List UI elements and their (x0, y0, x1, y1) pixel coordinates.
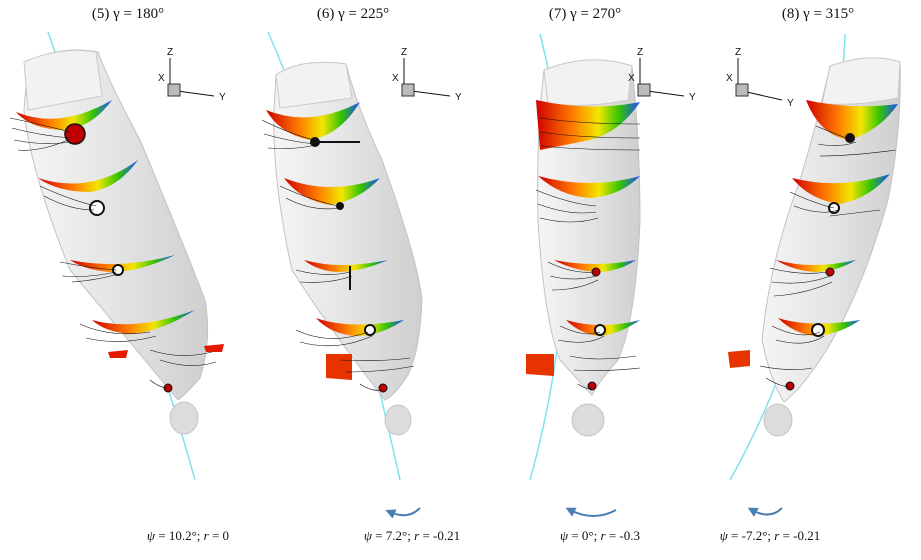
axis-y-5: Y (219, 92, 226, 103)
panel-6 (261, 31, 423, 519)
panel-8 (728, 33, 901, 517)
psi-value-6: = 7.2°; (371, 528, 415, 543)
r-symbol-8: r (774, 528, 780, 543)
r-value-8: = -0.21 (779, 528, 821, 543)
axis-y-8: Y (787, 98, 794, 109)
caption-6: ψ = 7.2°; r = -0.21 (364, 528, 460, 544)
caption-8: ψ = -7.2°; r = -0.21 (720, 528, 821, 544)
axis-z-8: Z (735, 47, 741, 58)
bulb-8 (763, 403, 793, 437)
vortex-slice-8a (806, 100, 898, 140)
psi-value-8: = -7.2°; (727, 528, 775, 543)
streamlines-5 (9, 117, 217, 389)
psi-symbol-7: ψ (560, 528, 569, 543)
panel-title-8: (8) γ = 315° (781, 6, 855, 22)
axes-triad-5 (167, 58, 215, 97)
axis-y-7: Y (689, 92, 696, 103)
hull-deck-6 (275, 61, 353, 109)
vortex-slice-8c (776, 260, 856, 272)
axes-triad-8 (735, 58, 783, 101)
vortex-slice-7b (538, 176, 640, 198)
axis-x-8: X (726, 73, 733, 84)
rotation-arrow-6 (385, 507, 421, 519)
hull-6 (273, 61, 423, 401)
vortex-slice-7e (526, 354, 554, 376)
panel-title-6: (6) γ = 225° (316, 6, 390, 22)
vortex-core-7d (594, 324, 606, 336)
vortex-slice-6b (284, 178, 380, 205)
bulb-6 (384, 404, 412, 436)
hull-deck-7 (543, 59, 633, 106)
vortex-core-6e (378, 383, 388, 393)
r-symbol-7: r (600, 528, 606, 543)
panel-title-7: (7) γ = 270° (548, 6, 622, 22)
vortex-core-5a (64, 123, 86, 145)
vortex-slice-5d (92, 310, 195, 334)
axis-z-6: Z (401, 47, 407, 58)
r-value-5: = 0 (208, 528, 230, 543)
psi-value-7: = 0°; (568, 528, 601, 543)
r-value-7: = -0.3 (605, 528, 640, 543)
vortex-core-6d (364, 324, 376, 336)
psi-symbol-8: ψ (719, 528, 728, 543)
bulb-7 (571, 403, 605, 437)
hull-deck-8 (821, 57, 901, 105)
vortex-slice-6c (304, 260, 388, 272)
streamlines-8 (759, 125, 897, 387)
axis-x-7: X (628, 73, 635, 84)
caption-5: ψ = 10.2°; r = 0 (147, 528, 229, 544)
vortex-core-8a (845, 133, 855, 143)
caption-7: ψ = 0°; r = -0.3 (560, 528, 640, 544)
axis-z-5: Z (167, 47, 173, 58)
psi-symbol-5: ψ (146, 528, 156, 543)
vortex-core-8d (811, 323, 825, 337)
axis-z-7: Z (637, 47, 643, 58)
r-symbol-6: r (414, 528, 420, 543)
hull-deck-5 (23, 49, 103, 111)
psi-symbol-6: ψ (363, 528, 372, 543)
vortex-slice-5a (16, 100, 112, 130)
panel-7 (526, 33, 641, 517)
rotation-arrow-7 (565, 507, 617, 517)
hull-8 (761, 57, 901, 403)
vortex-slice-6a (266, 102, 360, 140)
axis-x-6: X (392, 73, 399, 84)
axis-y-6: Y (455, 92, 462, 103)
rotation-arrow-8 (747, 507, 783, 517)
vortex-slice-5f (204, 344, 224, 352)
vortex-core-5b (89, 200, 105, 216)
r-symbol-5: r (203, 528, 209, 543)
axes-triad-6 (401, 58, 451, 97)
bulb-5 (169, 401, 199, 435)
psi-value-5: = 10.2°; (155, 528, 204, 543)
axis-x-5: X (158, 73, 165, 84)
vortex-slice-6e (326, 354, 352, 380)
vortex-slice-8b (792, 174, 890, 204)
vortex-slice-5b (38, 160, 138, 192)
panel-title-5: (5) γ = 180° (91, 6, 165, 22)
vortex-slice-8e (728, 350, 750, 368)
streamlines-7 (535, 117, 641, 389)
streamlines-6 (261, 119, 415, 391)
axes-triad-7 (637, 58, 685, 97)
vortex-slice-7a (536, 100, 640, 150)
vortex-slice-7c (554, 260, 636, 272)
vortex-core-7e (587, 381, 597, 391)
vortex-slice-6d (316, 318, 404, 336)
r-value-6: = -0.21 (419, 528, 461, 543)
vortex-slice-5e (108, 350, 128, 358)
panel-5 (9, 31, 224, 481)
